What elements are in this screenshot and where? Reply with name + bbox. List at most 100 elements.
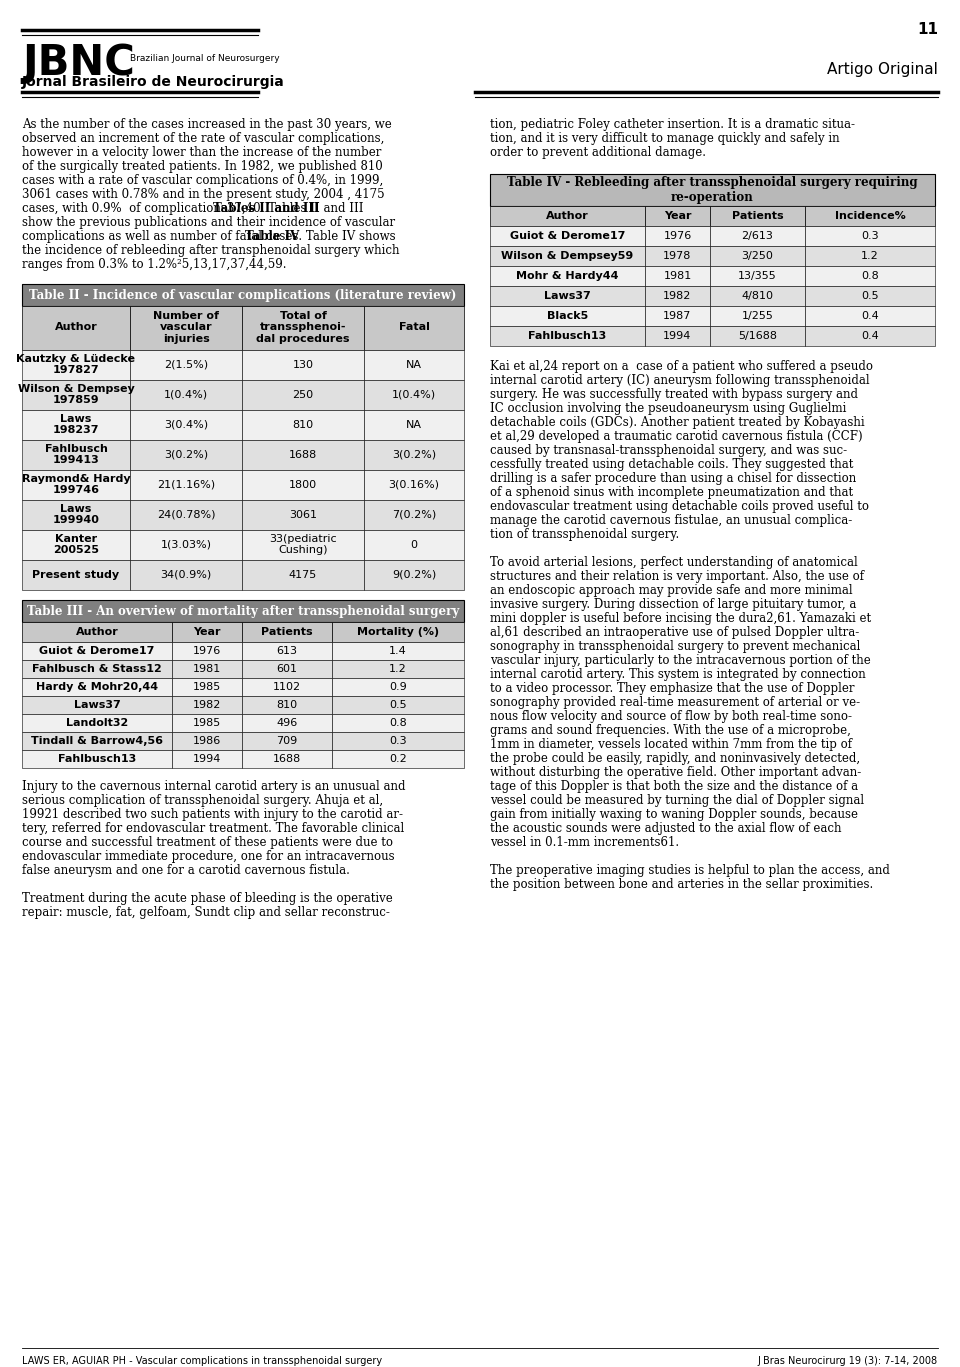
Text: cessfully treated using detachable coils. They suggested that: cessfully treated using detachable coils…	[490, 458, 853, 472]
Text: Black5: Black5	[547, 312, 588, 321]
Text: 613: 613	[276, 647, 298, 656]
Text: LAWS ER, AGUIAR PH - Vascular complications in transsphenoidal surgery: LAWS ER, AGUIAR PH - Vascular complicati…	[22, 1356, 382, 1366]
Text: Table II - Incidence of vascular complications (literature review): Table II - Incidence of vascular complic…	[30, 288, 457, 302]
Text: Injury to the cavernous internal carotid artery is an unusual and: Injury to the cavernous internal carotid…	[22, 781, 405, 793]
Text: The preoperative imaging studies is helpful to plan the access, and: The preoperative imaging studies is help…	[490, 864, 890, 878]
Bar	[490, 286, 645, 306]
Bar	[710, 325, 805, 346]
Bar	[242, 470, 364, 500]
Bar	[332, 622, 464, 642]
Text: 24(0.78%): 24(0.78%)	[156, 510, 215, 519]
Text: mini doppler is useful before incising the dura2,61. Yamazaki et: mini doppler is useful before incising t…	[490, 612, 871, 625]
Bar	[22, 622, 172, 642]
Bar	[242, 750, 332, 768]
Text: ranges from 0.3% to 1.2%²5,13,17,37,44,59.: ranges from 0.3% to 1.2%²5,13,17,37,44,5…	[22, 258, 286, 271]
Text: 199413: 199413	[53, 455, 100, 465]
Text: vascular: vascular	[159, 323, 212, 332]
Bar	[130, 350, 242, 380]
Bar	[364, 440, 464, 470]
Bar	[22, 410, 130, 440]
Text: the acoustic sounds were adjusted to the axial flow of each: the acoustic sounds were adjusted to the…	[490, 822, 842, 835]
Text: 0.8: 0.8	[861, 271, 878, 282]
Text: Table III - An overview of mortality after transsphenoidal surgery: Table III - An overview of mortality aft…	[27, 604, 459, 618]
Text: 1688: 1688	[289, 450, 317, 459]
Text: Laws: Laws	[60, 504, 92, 514]
Bar	[130, 470, 242, 500]
Text: to a video processor. They emphasize that the use of Doppler: to a video processor. They emphasize tha…	[490, 682, 854, 694]
Bar	[490, 246, 645, 267]
Text: invasive surgery. During dissection of large pituitary tumor, a: invasive surgery. During dissection of l…	[490, 597, 856, 611]
Bar	[242, 350, 364, 380]
Text: Hardy & Mohr20,44: Hardy & Mohr20,44	[36, 682, 158, 692]
Text: Mortality (%): Mortality (%)	[357, 627, 439, 637]
Text: the position between bone and arteries in the sellar proximities.: the position between bone and arteries i…	[490, 878, 874, 891]
Bar	[805, 226, 935, 246]
Text: order to prevent additional damage.: order to prevent additional damage.	[490, 146, 706, 159]
Text: Raymond& Hardy: Raymond& Hardy	[22, 474, 131, 484]
Bar	[22, 306, 130, 350]
Text: 709: 709	[276, 735, 298, 746]
Bar	[172, 678, 242, 696]
Text: tion, pediatric Foley catheter insertion. It is a dramatic situa-: tion, pediatric Foley catheter insertion…	[490, 118, 855, 131]
Text: tage of this Doppler is that both the size and the distance of a: tage of this Doppler is that both the si…	[490, 781, 858, 793]
Text: 0.4: 0.4	[861, 331, 878, 340]
Text: Author: Author	[55, 323, 97, 332]
Text: tion of transsphenoidal surgery.: tion of transsphenoidal surgery.	[490, 528, 680, 541]
Text: tion, and it is very difficult to manage quickly and safely in: tion, and it is very difficult to manage…	[490, 133, 840, 145]
Text: 1987: 1987	[663, 312, 692, 321]
Text: 0.8: 0.8	[389, 718, 407, 729]
Bar	[490, 206, 645, 226]
Text: 34(0.9%): 34(0.9%)	[160, 570, 211, 580]
Text: 13/355: 13/355	[738, 271, 777, 282]
Text: 11: 11	[917, 22, 938, 37]
Bar	[364, 410, 464, 440]
Text: NA: NA	[406, 360, 422, 369]
Text: Tindall & Barrow4,56: Tindall & Barrow4,56	[31, 735, 163, 746]
Text: 1.4: 1.4	[389, 647, 407, 656]
Text: repair: muscle, fat, gelfoam, Sundt clip and sellar reconstruc-: repair: muscle, fat, gelfoam, Sundt clip…	[22, 906, 390, 919]
Text: 1.2: 1.2	[861, 252, 878, 261]
Bar	[242, 530, 364, 560]
Text: 0: 0	[411, 540, 418, 550]
Text: serious complication of transsphenoidal surgery. Ahuja et al,: serious complication of transsphenoidal …	[22, 794, 383, 807]
Text: 3(0.4%): 3(0.4%)	[164, 420, 208, 429]
Bar	[490, 226, 645, 246]
Text: 1688: 1688	[273, 755, 301, 764]
Bar	[332, 750, 464, 768]
Text: 21(1.16%): 21(1.16%)	[156, 480, 215, 489]
Text: Incidence%: Incidence%	[834, 211, 905, 221]
Text: 1(0.4%): 1(0.4%)	[392, 390, 436, 399]
Text: structures and their relation is very important. Also, the use of: structures and their relation is very im…	[490, 570, 864, 582]
Bar	[490, 174, 935, 206]
Bar	[805, 286, 935, 306]
Text: JBNC: JBNC	[22, 42, 134, 83]
Text: 3(0.2%): 3(0.2%)	[164, 450, 208, 459]
Text: 1800: 1800	[289, 480, 317, 489]
Text: 3(0.2%): 3(0.2%)	[392, 450, 436, 459]
Bar	[490, 306, 645, 325]
Bar	[645, 325, 710, 346]
Text: 496: 496	[276, 718, 298, 729]
Text: 3061: 3061	[289, 510, 317, 519]
Text: Mohr & Hardy44: Mohr & Hardy44	[516, 271, 619, 282]
Bar	[130, 500, 242, 530]
Text: Laws37: Laws37	[74, 700, 120, 709]
Text: 0.4: 0.4	[861, 312, 878, 321]
Text: 3(0.16%): 3(0.16%)	[389, 480, 440, 489]
Bar	[242, 380, 364, 410]
Text: vessel in 0.1-mm increments61.: vessel in 0.1-mm increments61.	[490, 837, 679, 849]
Text: 601: 601	[276, 664, 298, 674]
Text: Patients: Patients	[261, 627, 313, 637]
Bar	[364, 470, 464, 500]
Text: al,61 described an intraoperative use of pulsed Doppler ultra-: al,61 described an intraoperative use of…	[490, 626, 859, 638]
Bar	[710, 306, 805, 325]
Text: Kautzky & Lüdecke: Kautzky & Lüdecke	[16, 354, 135, 364]
Bar	[130, 440, 242, 470]
Bar	[172, 622, 242, 642]
Text: sonography in transsphenoidal surgery to prevent mechanical: sonography in transsphenoidal surgery to…	[490, 640, 860, 653]
Text: 4/810: 4/810	[741, 291, 774, 301]
Bar	[242, 440, 364, 470]
Bar	[710, 226, 805, 246]
Bar	[130, 410, 242, 440]
Bar	[130, 306, 242, 350]
